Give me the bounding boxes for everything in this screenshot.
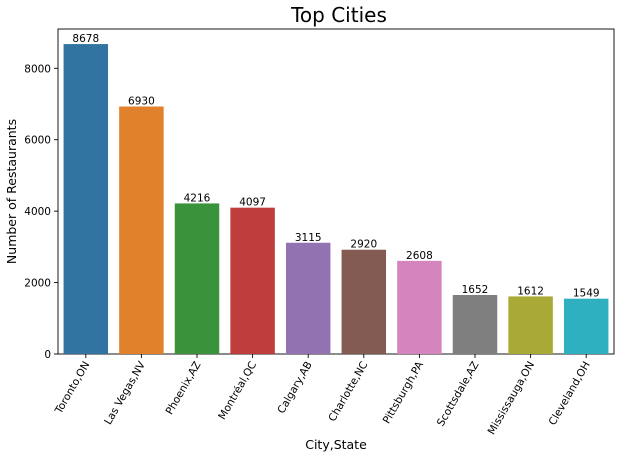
data-label: 6930 (128, 96, 155, 108)
bar (397, 260, 442, 354)
bar (174, 203, 220, 354)
bars (63, 44, 609, 354)
y-axis-label: Number of Restaurants (4, 119, 19, 264)
data-labels: 8678 6930 4216 4097 3115 2920 2608 1652 1612 1549 (72, 33, 599, 300)
data-label: 2608 (406, 250, 433, 262)
bar (563, 298, 609, 354)
data-label: 3115 (295, 232, 322, 244)
data-label: 2920 (350, 239, 377, 251)
x-tick-label: Montréal,QC (216, 360, 259, 422)
y-tick-label: 8000 (24, 63, 51, 75)
bar (452, 295, 498, 354)
y-tick-label: 0 (44, 349, 51, 361)
x-tick-label: Pittsburgh,PA (381, 359, 427, 426)
x-tick-label: Toronto,ON (52, 360, 92, 417)
x-tick-label: Calgary,AB (275, 360, 314, 416)
bar (508, 296, 553, 354)
data-label: 1549 (573, 288, 600, 300)
y-tick-label: 4000 (24, 206, 51, 218)
bar (230, 207, 275, 354)
x-tick-label: Scottsdale,AZ (435, 360, 482, 429)
x-tick-label: Mississauga,ON (486, 360, 538, 437)
bar (63, 44, 109, 354)
x-tick-label: Cleveland,OH (547, 360, 593, 428)
plot-frame (57, 28, 615, 355)
bar (341, 249, 387, 354)
bar (285, 242, 331, 354)
y-tick-label: 2000 (24, 278, 51, 290)
x-tick-label: Phoenix,AZ (164, 360, 204, 417)
data-label: 1612 (517, 285, 544, 297)
bar (119, 106, 164, 354)
data-label: 4097 (239, 197, 266, 209)
data-label: 8678 (72, 33, 99, 45)
data-label: 1652 (462, 284, 489, 296)
data-label: 4216 (184, 192, 211, 204)
x-tick-label: Charlotte,NC (326, 360, 370, 424)
x-tick-label: Las Vegas,NV (102, 359, 148, 427)
x-axis-label: City,State (305, 437, 367, 452)
chart-title: Top Cities (290, 3, 387, 27)
y-tick-label: 6000 (24, 135, 51, 147)
